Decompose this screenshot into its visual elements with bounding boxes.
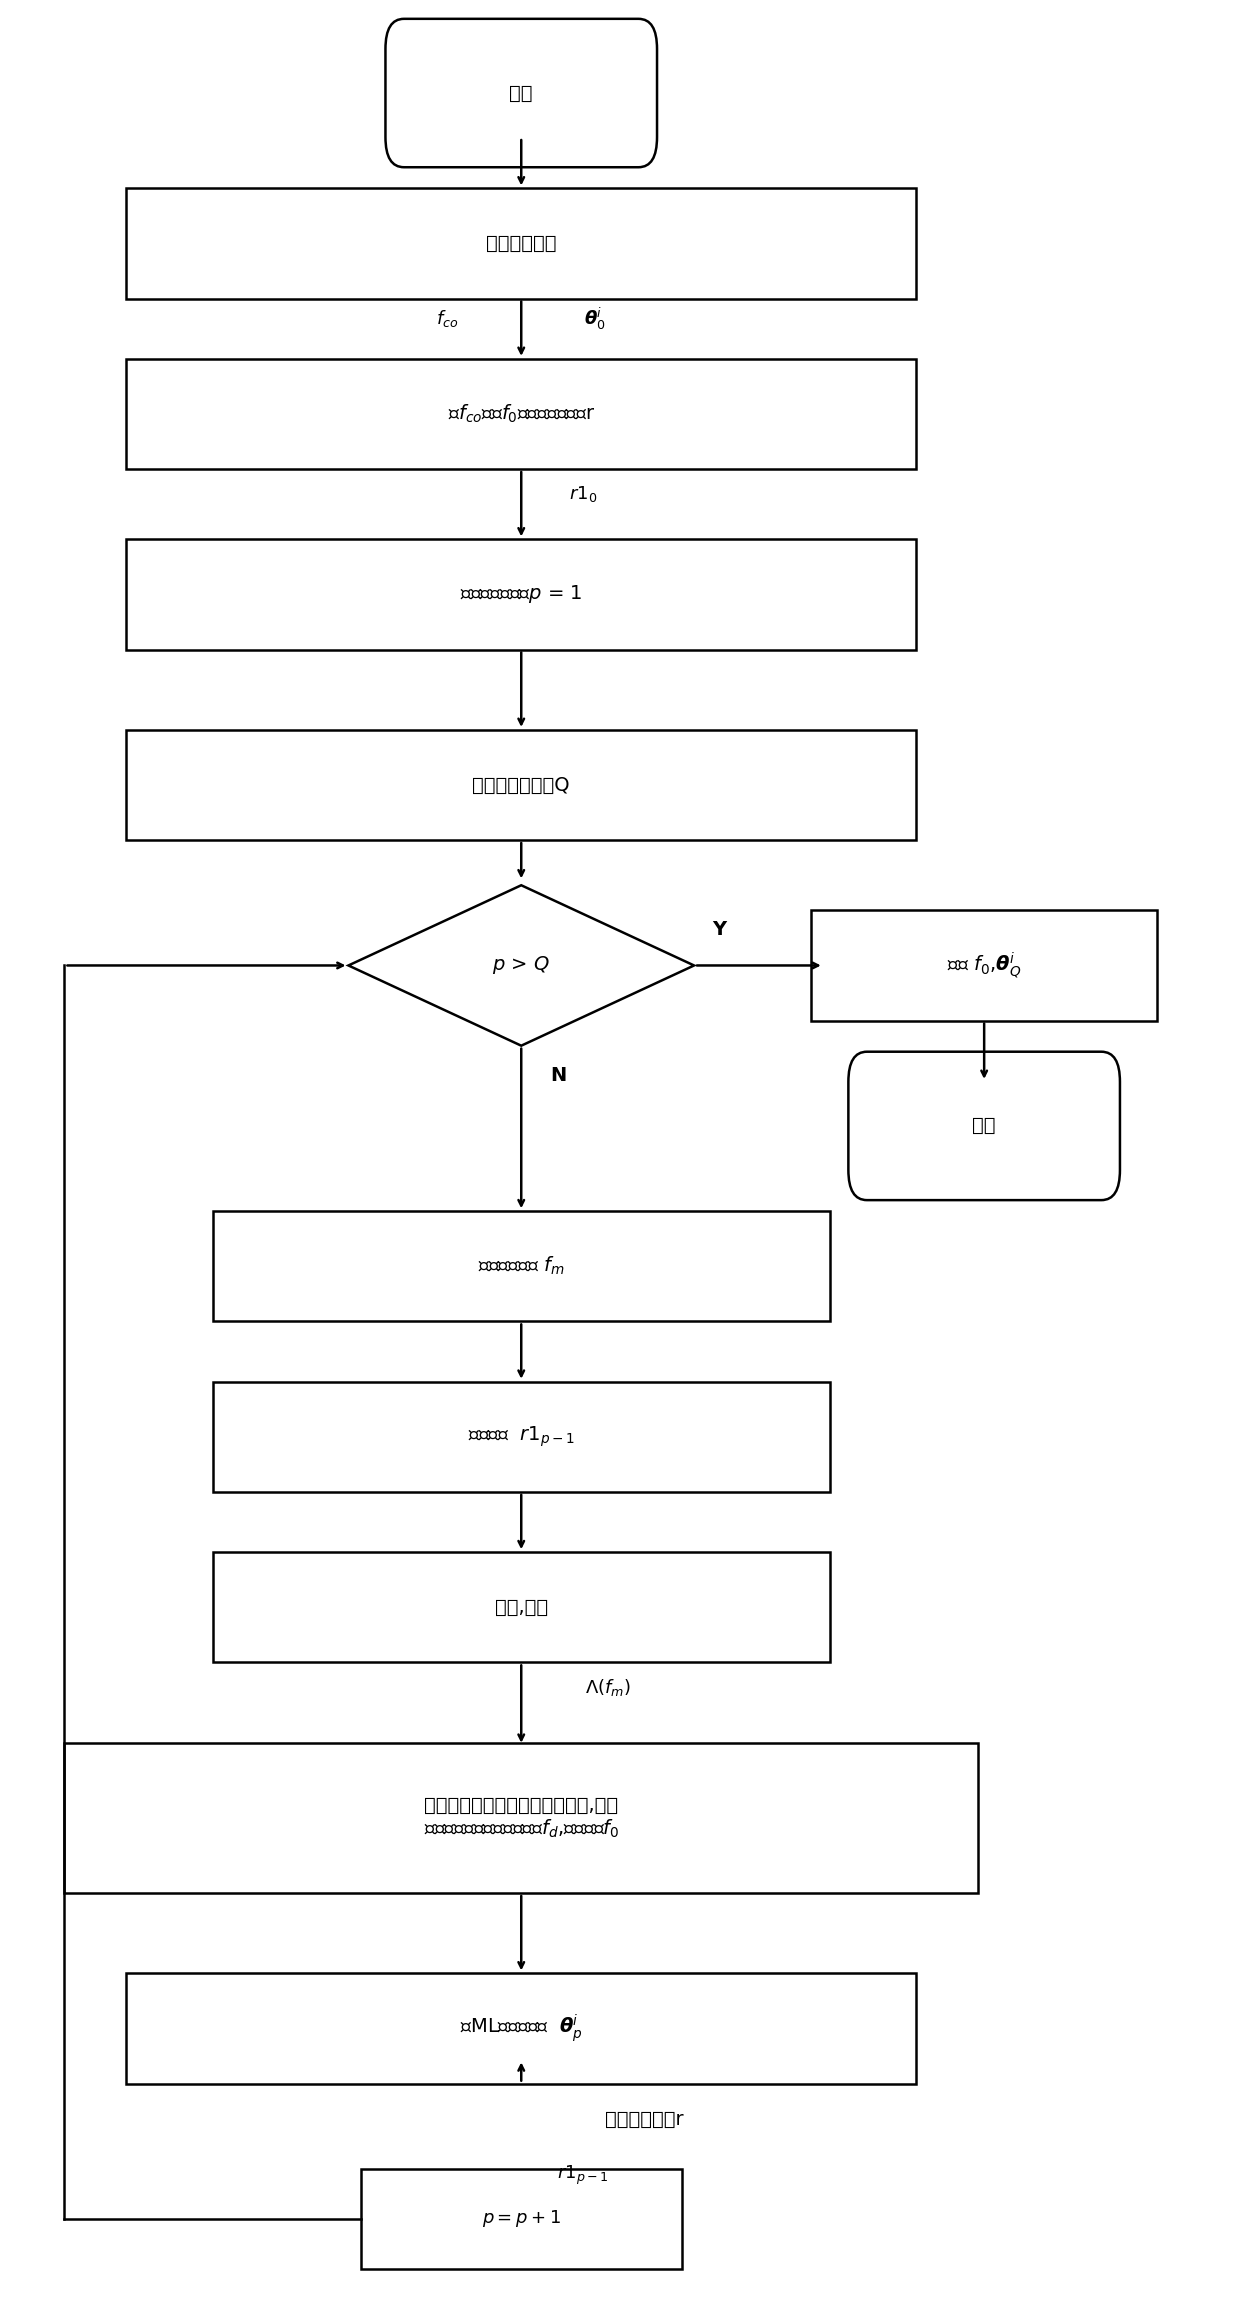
FancyBboxPatch shape xyxy=(386,18,657,166)
Text: 输出 $f_0$,$\boldsymbol{\theta}_Q^i$: 输出 $f_0$,$\boldsymbol{\theta}_Q^i$ xyxy=(947,950,1022,980)
Text: 开始: 开始 xyxy=(510,83,533,102)
FancyBboxPatch shape xyxy=(126,539,916,650)
Text: 初始化迭代次数$p$ = 1: 初始化迭代次数$p$ = 1 xyxy=(460,583,583,606)
Text: 相偏补偿信号r: 相偏补偿信号r xyxy=(605,2111,684,2129)
Text: 将$f_{co}$赋给$f_0$，相偏校正信号r: 将$f_{co}$赋给$f_0$，相偏校正信号r xyxy=(448,402,595,425)
Text: $p$ > Q: $p$ > Q xyxy=(492,955,551,976)
Text: $\Lambda(f_m)$: $\Lambda(f_m)$ xyxy=(585,1679,631,1699)
Text: $f_{co}$: $f_{co}$ xyxy=(436,307,459,328)
Text: 确定测试频偏 $f_m$: 确定测试频偏 $f_m$ xyxy=(479,1255,564,1279)
FancyBboxPatch shape xyxy=(126,358,916,469)
FancyBboxPatch shape xyxy=(64,1743,978,1894)
Text: 结束: 结束 xyxy=(972,1117,996,1135)
Text: $r1_{p-1}$: $r1_{p-1}$ xyxy=(557,2164,609,2187)
FancyBboxPatch shape xyxy=(811,911,1157,1020)
Text: 确定总迭代次数Q: 确定总迭代次数Q xyxy=(472,775,570,795)
Text: $p=p+1$: $p=p+1$ xyxy=(482,2208,560,2229)
FancyBboxPatch shape xyxy=(212,1551,830,1662)
Text: 频相偏粗估计: 频相偏粗估计 xyxy=(486,234,557,252)
Text: Y: Y xyxy=(712,920,725,939)
FancyBboxPatch shape xyxy=(848,1052,1120,1200)
FancyBboxPatch shape xyxy=(126,731,916,839)
Text: 校正信号  $r1_{p-1}$: 校正信号 $r1_{p-1}$ xyxy=(467,1424,575,1450)
FancyBboxPatch shape xyxy=(212,1211,830,1322)
FancyBboxPatch shape xyxy=(361,2169,682,2268)
Text: $\boldsymbol{\theta}_0^i$: $\boldsymbol{\theta}_0^i$ xyxy=(584,305,606,331)
FancyBboxPatch shape xyxy=(212,1383,830,1491)
Text: 解调,解扩: 解调,解扩 xyxy=(495,1598,548,1616)
FancyBboxPatch shape xyxy=(126,1972,916,2083)
Text: 计算解扩输出序列的最大均方值,找到
该最大均方值对应的频偏值$f_d$,将其赋给$f_0$: 计算解扩输出序列的最大均方值,找到 该最大均方值对应的频偏值$f_d$,将其赋给… xyxy=(424,1796,619,1840)
Text: 用ML法估计相偏  $\boldsymbol{\theta}_p^i$: 用ML法估计相偏 $\boldsymbol{\theta}_p^i$ xyxy=(460,2011,583,2044)
Text: N: N xyxy=(551,1066,567,1084)
FancyBboxPatch shape xyxy=(126,187,916,298)
Text: $r1_0$: $r1_0$ xyxy=(569,483,598,504)
Polygon shape xyxy=(348,885,694,1045)
